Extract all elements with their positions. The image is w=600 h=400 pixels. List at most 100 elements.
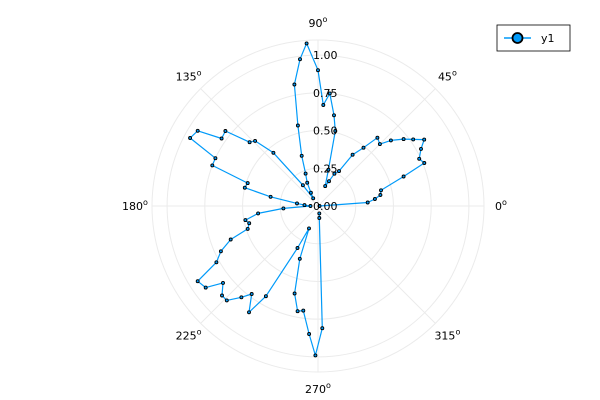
data-point: [249, 292, 254, 296]
radial-tick-label: 0.75: [313, 87, 338, 100]
angle-tick-label: 135o: [176, 69, 202, 84]
angle-tick-degree: o: [326, 381, 331, 390]
data-point: [308, 204, 313, 208]
angle-tick-label: 180o: [122, 198, 148, 213]
data-point: [311, 196, 316, 201]
data-point: [228, 237, 233, 242]
data-point: [388, 138, 393, 143]
angle-tick-degree: o: [323, 15, 328, 24]
data-point: [307, 226, 311, 231]
data-point: [295, 123, 300, 128]
angle-tick-value: 315: [434, 329, 455, 342]
data-point: [401, 137, 406, 142]
data-point: [317, 211, 322, 216]
radial-tick-label: 0.50: [313, 125, 338, 138]
data-point: [422, 161, 427, 165]
angle-tick-value: 180: [122, 200, 143, 213]
angular-grid-spoke: [200, 205, 319, 324]
data-point: [320, 326, 325, 331]
data-point: [303, 171, 308, 176]
data-point: [218, 249, 223, 254]
data-point: [308, 190, 313, 195]
data-point: [304, 41, 309, 46]
data-point: [247, 310, 251, 315]
data-point: [333, 129, 338, 133]
angle-tick-label: 270o: [305, 381, 331, 396]
data-point: [379, 188, 383, 193]
angle-tick-degree: o: [455, 327, 460, 336]
series-line: [189, 42, 425, 356]
data-point: [378, 193, 383, 197]
data-point: [307, 332, 312, 336]
angle-tick-degree: o: [197, 69, 202, 78]
data-point: [365, 200, 370, 205]
data-point: [242, 185, 247, 190]
angular-grid-spoke: [200, 88, 319, 207]
legend-marker-sample: [511, 32, 524, 44]
tick-labels: 0o45o90o135o180o225o270o315o0.000.250.50…: [122, 15, 507, 396]
data-point: [297, 256, 302, 261]
angle-tick-label: 315o: [434, 327, 460, 342]
angle-tick-label: 90o: [309, 15, 328, 30]
angle-tick-value: 270: [305, 383, 326, 396]
angle-tick-label: 225o: [176, 327, 202, 342]
data-point: [301, 308, 306, 313]
angle-tick-value: 45: [438, 71, 452, 84]
data-point: [188, 136, 193, 140]
data-point: [361, 145, 366, 150]
data-point: [300, 183, 305, 188]
data-point: [321, 103, 326, 107]
angle-tick-degree: o: [452, 69, 457, 78]
angle-tick-degree: o: [197, 327, 202, 336]
data-point: [239, 295, 244, 300]
data-point: [223, 129, 228, 133]
data-point: [327, 179, 331, 184]
data-point: [419, 146, 423, 151]
angular-grid-spoke: [317, 88, 436, 207]
data-point: [243, 218, 248, 223]
data-point: [313, 353, 318, 358]
data-point: [203, 285, 208, 290]
angle-tick-degree: o: [143, 198, 148, 207]
data-point: [214, 260, 219, 265]
angle-tick-value: 0: [495, 200, 502, 213]
radial-tick-label: 0.00: [313, 200, 338, 213]
data-point: [327, 91, 332, 96]
data-point: [298, 57, 302, 62]
data-point: [281, 206, 286, 211]
data-point: [195, 279, 200, 284]
data-point: [372, 197, 377, 201]
data-point: [317, 216, 322, 220]
data-point: [292, 82, 297, 87]
angle-tick-degree: o: [502, 198, 507, 207]
data-point: [256, 211, 261, 216]
data-point: [401, 174, 406, 179]
angle-tick-value: 135: [176, 71, 197, 84]
data-point: [417, 156, 422, 161]
data-point: [195, 128, 200, 133]
data-point: [210, 163, 215, 168]
radial-tick-label: 1.00: [313, 49, 338, 62]
legend: y1: [496, 24, 571, 52]
data-point: [253, 138, 258, 143]
angle-tick-value: 225: [176, 329, 197, 342]
data-point: [337, 169, 341, 174]
data-point: [326, 167, 331, 172]
data-point: [305, 180, 310, 185]
data-point: [221, 280, 225, 285]
data-point: [350, 152, 355, 157]
angle-tick-value: 90: [309, 17, 323, 30]
data-point: [411, 137, 416, 142]
data-point: [377, 142, 382, 147]
data-point: [219, 136, 224, 141]
data-point: [422, 137, 427, 142]
series-layer: [188, 41, 427, 358]
data-point: [317, 204, 322, 208]
angle-tick-label: 45o: [438, 69, 457, 84]
data-point: [263, 294, 268, 299]
data-point: [332, 113, 336, 118]
data-point: [323, 184, 328, 189]
data-point: [295, 309, 300, 314]
